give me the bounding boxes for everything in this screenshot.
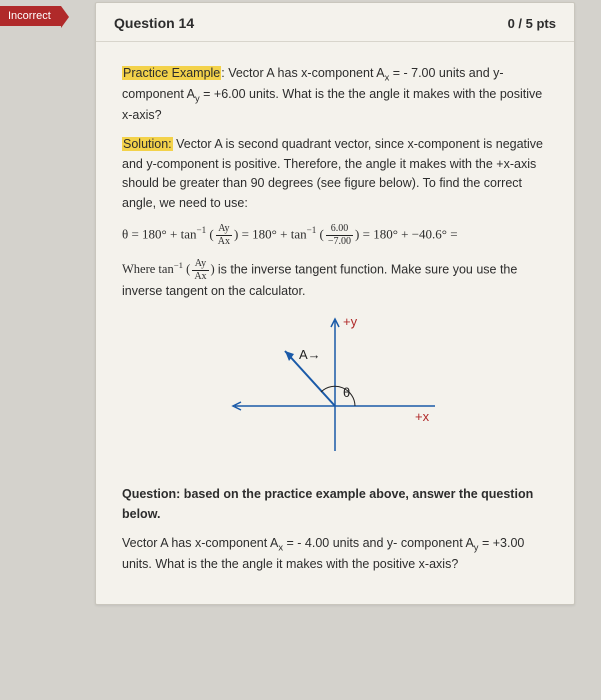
eq-mid: = 180° + tan — [242, 226, 307, 241]
eq-theta: θ = 180° + tan — [122, 226, 196, 241]
eq-frac1: AyAx — [216, 224, 232, 247]
where-pre: Where tan — [122, 262, 174, 276]
card-header: Question 14 0 / 5 pts — [96, 3, 574, 42]
figure-wrap: +y +x A→ θ — [122, 311, 548, 461]
eq-frac2: 6.00−7.00 — [326, 224, 353, 247]
vector-figure: +y +x A→ θ — [215, 311, 455, 461]
solution-text: Vector A is second quadrant vector, sinc… — [122, 137, 543, 209]
where-paragraph: Where tan−1 (AyAx) is the inverse tangen… — [122, 259, 548, 301]
solution-label: Solution: — [122, 137, 173, 151]
qbody-b: = - 4.00 units and y- component A — [283, 536, 474, 550]
theta-label: θ — [343, 385, 350, 400]
where-frac-num: Ay — [192, 259, 208, 271]
where-sup: −1 — [174, 260, 183, 270]
practice-label: Practice Example — [122, 66, 221, 80]
qbody-a: Vector A has x-component A — [122, 536, 278, 550]
main-equation: θ = 180° + tan−1 (AyAx) = 180° + tan−1 (… — [122, 223, 548, 247]
vector-a-label: A→ — [299, 347, 321, 362]
eq-sup2: −1 — [307, 225, 317, 235]
where-frac: AyAx — [192, 259, 208, 282]
eq-frac1-den: Ax — [216, 236, 232, 247]
practice-text-a: : Vector A has x-component A — [221, 66, 384, 80]
question-body: Vector A has x-component Ax = - 4.00 uni… — [122, 534, 548, 574]
eq-frac2-den: −7.00 — [326, 236, 353, 247]
card-body: Practice Example: Vector A has x-compone… — [96, 42, 574, 604]
where-frac-den: Ax — [192, 271, 208, 282]
y-axis-label: +y — [343, 314, 358, 329]
practice-paragraph: Practice Example: Vector A has x-compone… — [122, 64, 548, 125]
eq-frac1-num: Ay — [216, 224, 232, 236]
question-points: 0 / 5 pts — [508, 16, 556, 31]
eq-end: = 180° + −40.6° = — [363, 226, 458, 241]
question-card: Question 14 0 / 5 pts Practice Example: … — [95, 2, 575, 605]
x-axis-label: +x — [415, 409, 430, 424]
eq-frac2-num: 6.00 — [326, 224, 353, 236]
solution-paragraph: Solution: Vector A is second quadrant ve… — [122, 135, 548, 213]
eq-sup1: −1 — [196, 225, 206, 235]
question-section: Question: based on the practice example … — [122, 485, 548, 574]
question-lead: Question: based on the practice example … — [122, 485, 548, 524]
question-title: Question 14 — [114, 15, 194, 31]
incorrect-badge: Incorrect — [0, 6, 61, 26]
